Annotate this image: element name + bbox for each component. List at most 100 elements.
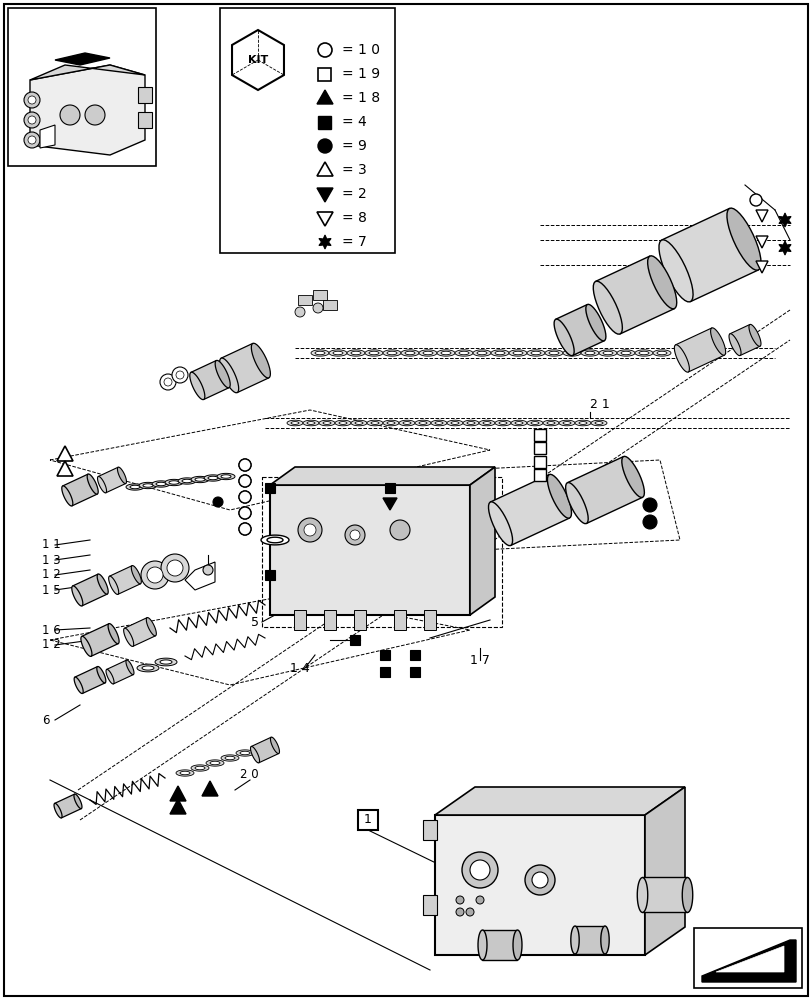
Polygon shape: [152, 481, 169, 487]
Polygon shape: [567, 457, 642, 523]
Polygon shape: [476, 351, 487, 355]
Polygon shape: [323, 422, 331, 424]
Polygon shape: [581, 350, 599, 356]
Bar: [380, 650, 389, 660]
Bar: [312, 290, 327, 300]
Polygon shape: [204, 475, 221, 481]
Circle shape: [238, 475, 251, 487]
Circle shape: [147, 567, 163, 583]
Polygon shape: [82, 624, 118, 656]
Circle shape: [60, 105, 80, 125]
Bar: [8, 8, 156, 166]
Circle shape: [24, 112, 40, 128]
Polygon shape: [513, 930, 521, 960]
Text: 1 6: 1 6: [42, 624, 61, 637]
Polygon shape: [402, 422, 410, 424]
Polygon shape: [543, 420, 558, 426]
Circle shape: [28, 116, 36, 124]
Polygon shape: [75, 667, 105, 693]
Polygon shape: [508, 350, 526, 356]
Polygon shape: [143, 484, 152, 487]
Polygon shape: [182, 479, 191, 483]
Polygon shape: [72, 574, 107, 606]
Text: 2 1: 2 1: [590, 398, 609, 412]
Polygon shape: [98, 467, 126, 493]
Polygon shape: [40, 125, 55, 148]
Polygon shape: [431, 420, 446, 426]
Text: 1 1: 1 1: [42, 538, 61, 552]
Bar: [423, 820, 436, 840]
Circle shape: [303, 524, 315, 536]
Polygon shape: [659, 240, 693, 302]
Polygon shape: [454, 350, 473, 356]
Polygon shape: [185, 562, 215, 590]
Polygon shape: [483, 422, 491, 424]
Circle shape: [24, 92, 40, 108]
Polygon shape: [303, 420, 319, 426]
Polygon shape: [621, 456, 644, 497]
Polygon shape: [367, 420, 383, 426]
Polygon shape: [510, 420, 526, 426]
Polygon shape: [118, 467, 127, 484]
Polygon shape: [311, 350, 328, 356]
Polygon shape: [495, 420, 510, 426]
Polygon shape: [240, 751, 250, 755]
Polygon shape: [562, 422, 570, 424]
Polygon shape: [290, 422, 298, 424]
Polygon shape: [190, 372, 204, 400]
Bar: [358, 810, 378, 830]
Text: KIT: KIT: [247, 55, 268, 65]
Polygon shape: [346, 350, 365, 356]
Polygon shape: [106, 669, 114, 684]
Bar: [435, 815, 644, 955]
Polygon shape: [600, 926, 608, 954]
Circle shape: [456, 896, 463, 904]
Polygon shape: [368, 351, 379, 355]
Polygon shape: [673, 345, 689, 372]
Polygon shape: [578, 422, 586, 424]
Bar: [294, 610, 306, 630]
Polygon shape: [54, 803, 62, 818]
Text: 1: 1: [363, 813, 371, 826]
Polygon shape: [482, 930, 517, 960]
Polygon shape: [490, 475, 569, 545]
Bar: [270, 485, 470, 615]
Polygon shape: [74, 677, 83, 693]
Polygon shape: [593, 281, 621, 334]
Polygon shape: [634, 350, 652, 356]
Circle shape: [642, 498, 656, 512]
Polygon shape: [124, 618, 156, 646]
Polygon shape: [260, 535, 289, 545]
Polygon shape: [191, 360, 229, 400]
Polygon shape: [530, 422, 539, 424]
Polygon shape: [221, 755, 238, 761]
Polygon shape: [219, 358, 238, 393]
Polygon shape: [661, 208, 757, 302]
Polygon shape: [565, 483, 587, 524]
Polygon shape: [383, 498, 397, 510]
Circle shape: [238, 491, 251, 503]
Polygon shape: [405, 351, 414, 355]
Polygon shape: [558, 420, 574, 426]
Polygon shape: [195, 478, 204, 481]
Polygon shape: [176, 770, 194, 776]
Circle shape: [167, 560, 182, 576]
Polygon shape: [267, 537, 283, 543]
Text: 1 7: 1 7: [470, 654, 489, 666]
Polygon shape: [307, 422, 315, 424]
Polygon shape: [755, 261, 767, 273]
Circle shape: [318, 43, 332, 57]
Text: = 3: = 3: [341, 163, 367, 177]
Polygon shape: [139, 482, 157, 489]
Polygon shape: [748, 324, 760, 346]
Polygon shape: [574, 926, 604, 954]
Polygon shape: [603, 351, 612, 355]
Polygon shape: [191, 765, 208, 771]
Bar: [534, 456, 545, 468]
Polygon shape: [71, 586, 83, 606]
Polygon shape: [584, 351, 594, 355]
Polygon shape: [180, 771, 190, 775]
Polygon shape: [495, 351, 504, 355]
Circle shape: [238, 475, 251, 487]
Polygon shape: [169, 799, 186, 814]
